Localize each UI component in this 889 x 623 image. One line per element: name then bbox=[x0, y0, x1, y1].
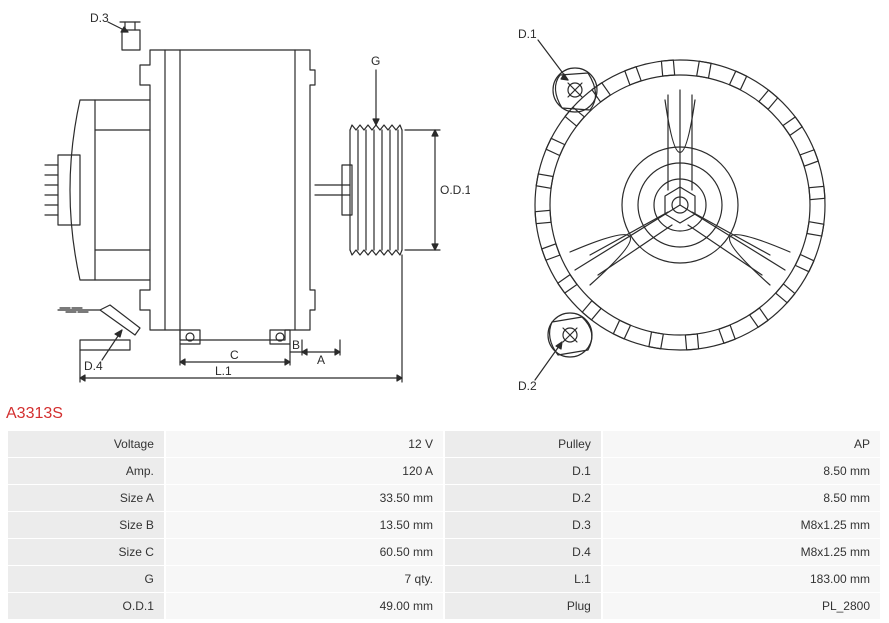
table-row: Size B13.50 mmD.3M8x1.25 mm bbox=[8, 512, 880, 538]
spec-label: D.4 bbox=[445, 539, 601, 565]
alternator-front-view: D.1 D.2 bbox=[490, 20, 870, 390]
part-number: A3313S bbox=[6, 405, 63, 423]
label-c: C bbox=[230, 348, 239, 362]
spec-label: Plug bbox=[445, 593, 601, 619]
label-a: A bbox=[317, 353, 325, 367]
spec-value: 13.50 mm bbox=[166, 512, 443, 538]
spec-value: M8x1.25 mm bbox=[603, 512, 880, 538]
spec-value: 8.50 mm bbox=[603, 458, 880, 484]
spec-value: 49.00 mm bbox=[166, 593, 443, 619]
label-d2: D.2 bbox=[518, 379, 537, 390]
spec-value: 33.50 mm bbox=[166, 485, 443, 511]
label-d4: D.4 bbox=[84, 359, 103, 373]
label-l1: L.1 bbox=[215, 364, 232, 378]
spec-value: 12 V bbox=[166, 431, 443, 457]
label-b: B bbox=[292, 338, 300, 352]
spec-label: D.1 bbox=[445, 458, 601, 484]
label-d3: D.3 bbox=[90, 11, 109, 25]
label-d1: D.1 bbox=[518, 27, 537, 41]
table-row: G7 qty.L.1183.00 mm bbox=[8, 566, 880, 592]
spec-value: 8.50 mm bbox=[603, 485, 880, 511]
spec-label: Pulley bbox=[445, 431, 601, 457]
label-od1: O.D.1 bbox=[440, 183, 470, 197]
spec-value: 183.00 mm bbox=[603, 566, 880, 592]
spec-label: D.3 bbox=[445, 512, 601, 538]
table-row: O.D.149.00 mmPlugPL_2800 bbox=[8, 593, 880, 619]
spec-value: 120 A bbox=[166, 458, 443, 484]
spec-label: L.1 bbox=[445, 566, 601, 592]
spec-label: Voltage bbox=[8, 431, 164, 457]
spec-value: 60.50 mm bbox=[166, 539, 443, 565]
table-row: Size C60.50 mmD.4M8x1.25 mm bbox=[8, 539, 880, 565]
spec-label: Size C bbox=[8, 539, 164, 565]
spec-label: G bbox=[8, 566, 164, 592]
table-row: Size A33.50 mmD.28.50 mm bbox=[8, 485, 880, 511]
table-row: Voltage12 VPulleyAP bbox=[8, 431, 880, 457]
spec-value: AP bbox=[603, 431, 880, 457]
alternator-side-view: D.3 G O.D.1 D.4 A B C L.1 bbox=[40, 10, 470, 390]
spec-value: M8x1.25 mm bbox=[603, 539, 880, 565]
spec-value: PL_2800 bbox=[603, 593, 880, 619]
spec-value: 7 qty. bbox=[166, 566, 443, 592]
table-row: Amp.120 AD.18.50 mm bbox=[8, 458, 880, 484]
spec-label: Size A bbox=[8, 485, 164, 511]
spec-label: D.2 bbox=[445, 485, 601, 511]
spec-label: Amp. bbox=[8, 458, 164, 484]
spec-label: O.D.1 bbox=[8, 593, 164, 619]
label-g: G bbox=[371, 54, 380, 68]
spec-table: Voltage12 VPulleyAPAmp.120 AD.18.50 mmSi… bbox=[6, 430, 882, 620]
spec-label: Size B bbox=[8, 512, 164, 538]
diagram-area: D.3 G O.D.1 D.4 A B C L.1 bbox=[0, 0, 889, 400]
